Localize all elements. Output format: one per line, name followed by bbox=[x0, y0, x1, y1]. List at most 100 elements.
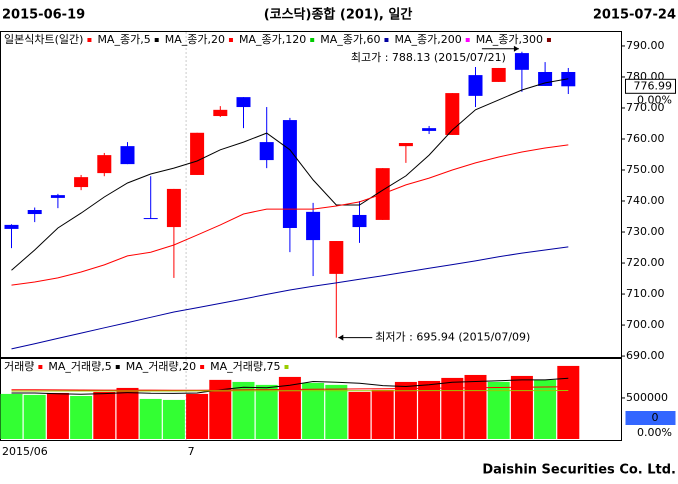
volume-bar bbox=[116, 387, 139, 439]
legend-label: MA_종가,20 bbox=[165, 33, 225, 46]
volume-bar bbox=[232, 381, 255, 439]
candle-body bbox=[74, 177, 89, 188]
y-tick-label: 790.00 bbox=[626, 39, 665, 52]
volume-bar bbox=[278, 376, 301, 439]
candle-body bbox=[120, 146, 135, 165]
legend-swatch bbox=[154, 38, 159, 42]
candle-body bbox=[282, 120, 297, 228]
volume-bar bbox=[348, 391, 371, 439]
legend-swatch bbox=[284, 365, 289, 369]
volume-bar bbox=[394, 381, 417, 439]
legend-label: 거래량 bbox=[4, 360, 34, 373]
legend-swatch bbox=[465, 38, 470, 42]
candle-body bbox=[445, 93, 460, 135]
volume-bar bbox=[302, 382, 325, 439]
volume-bar bbox=[325, 384, 348, 439]
volume-bar bbox=[534, 379, 557, 439]
volume-bar bbox=[255, 384, 278, 439]
candle-body bbox=[491, 67, 506, 82]
y-tick-label: 740.00 bbox=[626, 194, 665, 207]
candle-body bbox=[97, 155, 112, 174]
candle-body bbox=[259, 142, 274, 161]
candle-body bbox=[50, 195, 65, 198]
legend-swatch bbox=[228, 38, 233, 42]
legend-swatch bbox=[200, 365, 205, 369]
volume-bar bbox=[139, 398, 162, 439]
volume-bar bbox=[464, 374, 487, 439]
candle-body bbox=[352, 214, 367, 228]
volume-bar bbox=[510, 375, 533, 439]
volume-bar bbox=[371, 389, 394, 439]
candle-body bbox=[468, 75, 483, 96]
ma-line bbox=[11, 144, 569, 286]
chart-header: (코스닥)종합 (201), 일간 bbox=[264, 7, 413, 23]
candle-body bbox=[4, 224, 19, 229]
last-price-box bbox=[625, 78, 676, 94]
volume-bar bbox=[441, 377, 464, 439]
legend-label: MA_종가,120 bbox=[239, 33, 306, 46]
volume-bar bbox=[209, 379, 232, 439]
legend-swatch bbox=[384, 38, 389, 42]
volume-ma-line bbox=[11, 390, 569, 392]
volume-bar bbox=[186, 393, 209, 439]
candle-body bbox=[143, 218, 158, 220]
legend-label: MA_거래량,75 bbox=[210, 360, 280, 373]
candle-body bbox=[190, 132, 205, 175]
y-tick-label: 710.00 bbox=[626, 287, 665, 300]
candle-body bbox=[422, 128, 437, 131]
high-annotation: 최고가 : 788.13 (2015/07/21) bbox=[351, 51, 506, 64]
arrow-head bbox=[338, 334, 344, 341]
y-tick-label: 730.00 bbox=[626, 225, 665, 238]
legend-swatch bbox=[38, 365, 43, 369]
volume-change: 0.00% bbox=[637, 426, 672, 439]
volume-last: 0 bbox=[652, 411, 659, 424]
x-tick-label: 7 bbox=[188, 445, 195, 458]
y-tick-label: 770.00 bbox=[626, 101, 665, 114]
volume-bar bbox=[162, 399, 185, 439]
volume-last-box bbox=[625, 411, 676, 425]
candle-body bbox=[213, 109, 228, 117]
candle-body bbox=[306, 211, 321, 241]
arrow-head bbox=[513, 45, 519, 52]
volume-ma-line bbox=[11, 386, 569, 391]
x-tick-label: 2015/06 bbox=[2, 445, 48, 458]
footer: Daishin Securities Co. Ltd. bbox=[482, 463, 676, 478]
volume-ma-line bbox=[11, 377, 569, 395]
candle-body bbox=[236, 97, 251, 108]
candle-body bbox=[538, 72, 553, 86]
legend-swatch bbox=[546, 38, 551, 42]
ma-line bbox=[11, 246, 569, 350]
volume-bar bbox=[23, 394, 46, 439]
y-tick-label: 700.00 bbox=[626, 318, 665, 331]
volume-bar bbox=[418, 380, 441, 439]
legend-swatch bbox=[115, 365, 120, 369]
legend-label: 일본식차트(일간) bbox=[4, 32, 83, 46]
volume-bar bbox=[0, 393, 23, 439]
y-tick-label: 720.00 bbox=[626, 256, 665, 269]
candle-body bbox=[514, 53, 529, 70]
volume-bar bbox=[70, 395, 93, 439]
last-price: 776.99 bbox=[634, 79, 673, 92]
volume-bar bbox=[487, 381, 510, 439]
volume-bar bbox=[93, 391, 116, 439]
volume-bar bbox=[46, 392, 69, 439]
low-annotation: 최저가 : 695.94 (2015/07/09) bbox=[375, 331, 530, 344]
legend-label: MA_종가,60 bbox=[320, 33, 380, 46]
candle-body bbox=[329, 241, 344, 274]
legend-label: MA_종가,5 bbox=[97, 33, 150, 46]
y-tick-label: 750.00 bbox=[626, 163, 665, 176]
volume-bar bbox=[557, 365, 580, 439]
end-date: 2015-07-24 bbox=[593, 8, 676, 23]
change-label: 0.00% bbox=[637, 93, 672, 106]
ma-line bbox=[11, 78, 569, 271]
start-date: 2015-06-19 bbox=[2, 8, 85, 23]
candle-body bbox=[398, 143, 413, 147]
legend-label: MA_거래량,20 bbox=[126, 360, 196, 373]
y-tick-label: 690.00 bbox=[626, 349, 665, 362]
y-tick-label: 760.00 bbox=[626, 132, 665, 145]
legend-swatch bbox=[87, 38, 92, 42]
y-tick-label: 500000 bbox=[626, 391, 668, 404]
legend-label: MA_거래량,5 bbox=[48, 360, 111, 373]
legend-label: MA_종가,300 bbox=[476, 33, 543, 46]
